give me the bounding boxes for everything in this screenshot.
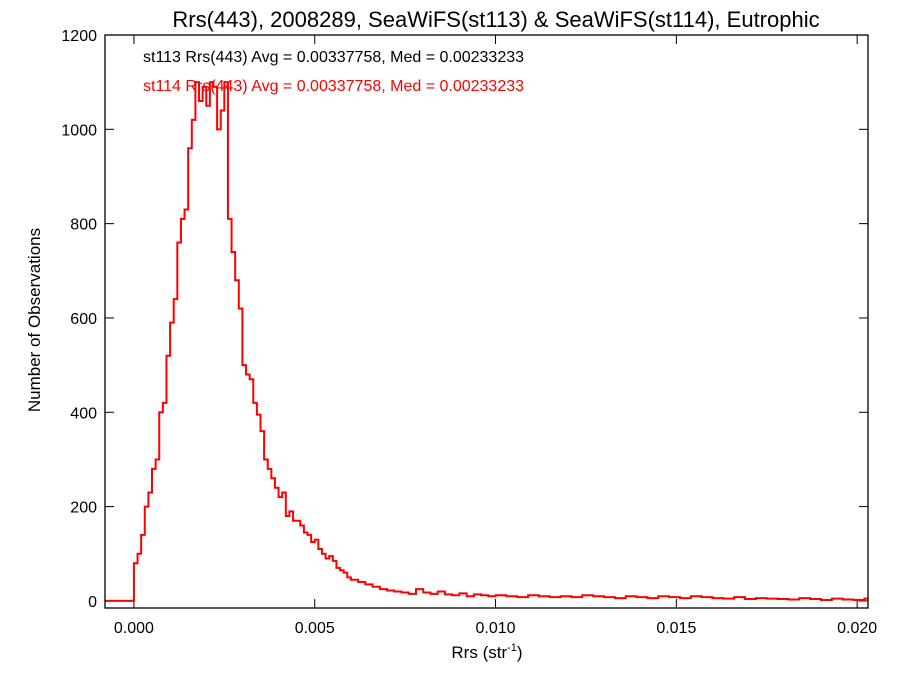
y-tick-label: 1000 — [61, 122, 97, 139]
x-tick-label: 0.000 — [114, 620, 154, 637]
plot-frame — [104, 34, 869, 609]
y-tick-label: 1200 — [61, 28, 97, 45]
x-tick-label: 0.020 — [837, 620, 877, 637]
x-axis-label: Rrs (str-1) — [451, 642, 522, 662]
chart-title: Rrs(443), 2008289, SeaWiFS(st113) & SeaW… — [172, 7, 819, 32]
x-axis-label-text: Rrs (str — [451, 643, 507, 662]
x-tick-label: 0.015 — [656, 620, 696, 637]
y-tick-label: 0 — [88, 594, 97, 611]
y-tick-label: 600 — [70, 311, 97, 328]
series-layer — [105, 81, 868, 602]
annotations: st113 Rrs(443) Avg = 0.00337758, Med = 0… — [143, 49, 524, 95]
y-tick-label: 800 — [70, 217, 97, 234]
y-tick-label: 400 — [70, 405, 97, 422]
x-axis-label-superscript: -1 — [507, 642, 517, 654]
x-tick-label: 0.010 — [476, 620, 516, 637]
annotation-line: st113 Rrs(443) Avg = 0.00337758, Med = 0… — [143, 49, 524, 66]
y-tick-label: 200 — [70, 500, 97, 517]
axis-ticks: 0.000 0.005 0.010 0.015 0.020 0 200 400 600 800 10… — [61, 28, 877, 637]
y-axis-label: Number of Observations — [25, 228, 44, 412]
x-tick-label: 0.005 — [295, 620, 335, 637]
histogram-series-line — [105, 81, 868, 602]
annotation-line: st114 Rrs(443) Avg = 0.00337758, Med = 0… — [143, 78, 524, 95]
x-axis-label-close: ) — [517, 643, 523, 662]
